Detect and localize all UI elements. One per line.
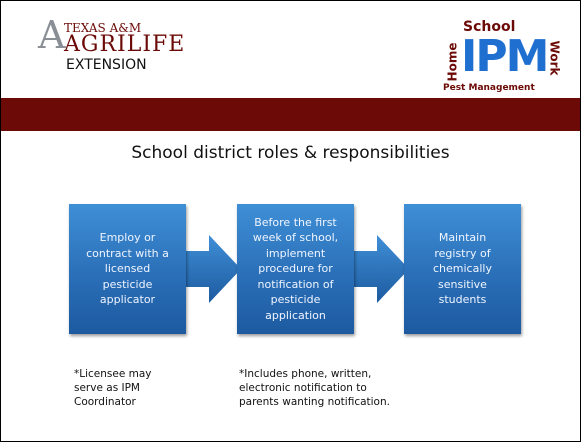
note-line: Coordinator	[74, 396, 136, 408]
note-line: *Licensee may	[74, 368, 152, 380]
box-text-line: sensitive	[438, 277, 487, 291]
box-text-line: procedure for	[258, 262, 333, 276]
logo-text: TEXAS A&M	[64, 21, 142, 35]
process-box: Before the first week of school, implement…	[237, 204, 354, 334]
box-text-line: registry of	[434, 246, 491, 260]
box-text-line: students	[438, 293, 487, 307]
logo-a: A	[38, 13, 66, 57]
box-text-line: applicator	[99, 293, 156, 307]
box-text-line: Employ or	[99, 231, 156, 245]
logo-text: AGRILIFE	[64, 32, 186, 57]
box-text-line: application	[265, 308, 326, 322]
arrow	[181, 235, 241, 303]
right-logo: School Home IPM Work Pest Management	[441, 19, 561, 93]
box-text-line: Before the first	[254, 215, 337, 229]
note-line: parents wanting notification.	[239, 396, 390, 408]
box-text-line: licensed	[104, 262, 151, 276]
process-box: Maintain registry of chemically sensitive st…	[404, 204, 521, 334]
note-line: electronic notification to	[239, 382, 367, 394]
logo-text: EXTENSION	[66, 57, 147, 73]
box-text-line: week of school,	[252, 231, 339, 245]
box-text-line: chemically	[433, 262, 492, 276]
logo-text: IPM	[461, 31, 549, 82]
logo-text: School	[463, 19, 516, 35]
process-box: Employ or contract with a licensed pesticid…	[69, 204, 186, 334]
header-band	[1, 98, 580, 131]
note-line: *Includes phone, written,	[239, 368, 372, 380]
box-text-line: Maintain	[438, 231, 487, 245]
box-text-line: notification of	[257, 277, 334, 291]
logo-text: Pest Management	[443, 83, 535, 93]
footnote: *Includes phone, written, electronic noti…	[239, 367, 390, 409]
box-text-line: pesticide	[102, 277, 153, 291]
note-line: serve as IPM	[74, 382, 140, 394]
box-text-line: implement	[265, 246, 326, 260]
slide-title: School district roles & responsibilities	[131, 143, 450, 163]
arrow	[349, 235, 409, 303]
footnote: *Licensee may serve as IPM Coordinator	[74, 367, 152, 409]
box-text-line: contract with a	[86, 246, 169, 260]
box-text-line: pesticide	[270, 293, 321, 307]
